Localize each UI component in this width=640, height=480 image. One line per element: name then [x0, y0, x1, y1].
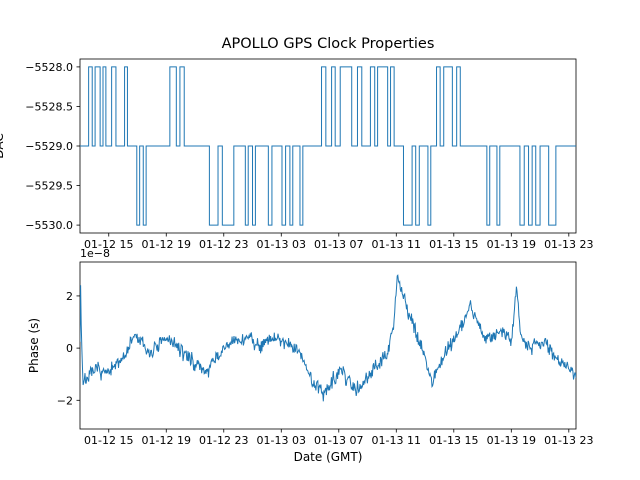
x-tick-label: 01-13 15: [429, 238, 478, 251]
x-tick-label: 01-13 11: [372, 434, 421, 447]
x-tick-label: 01-13 15: [429, 434, 478, 447]
x-tick-label: 01-12 15: [84, 238, 133, 251]
x-axis-label: Date (GMT): [294, 450, 363, 464]
y-tick-label: −5528.5: [25, 100, 73, 113]
y-tick-label: −5528.0: [25, 61, 73, 74]
top-y-axis-label: DAC: [0, 133, 6, 158]
axes-frame: [79, 261, 577, 430]
y-tick-label: −5529.0: [25, 140, 73, 153]
bottom-y-axis-label: Phase (s): [27, 318, 41, 373]
x-tick-label: 01-13 07: [314, 238, 363, 251]
y-tick-label: 0: [66, 342, 73, 355]
x-tick-label: 01-13 07: [314, 434, 363, 447]
x-tick-label: 01-13 23: [544, 434, 593, 447]
y-tick-label: 2: [66, 290, 73, 303]
y-tick-label: −5530.0: [25, 219, 73, 232]
x-tick-label: 01-13 19: [487, 238, 536, 251]
x-tick-label: 01-12 23: [199, 238, 248, 251]
figure-title: APOLLO GPS Clock Properties: [222, 36, 435, 52]
x-tick-label: 01-13 19: [487, 434, 536, 447]
x-tick-label: 01-13 03: [257, 434, 306, 447]
x-tick-label: 01-13 23: [544, 238, 593, 251]
x-tick-label: 01-12 23: [199, 434, 248, 447]
y-tick-label: −2: [57, 394, 73, 407]
y-tick-label: −5529.5: [25, 180, 73, 193]
phase-series-line: [80, 274, 576, 402]
offset-text-1e-8: 1e−8: [80, 247, 110, 260]
x-tick-label: 01-13 11: [372, 238, 421, 251]
x-tick-label: 01-12 15: [84, 434, 133, 447]
x-tick-label: 01-13 03: [257, 238, 306, 251]
x-tick-label: 01-12 19: [142, 238, 191, 251]
generated-chart-content: 01-12 15 01-12 19 01-12 23 01-13 03 01-13 07…: [25, 58, 594, 447]
x-tick-label: 01-12 19: [142, 434, 191, 447]
dac-step-series-line: [80, 66, 576, 226]
